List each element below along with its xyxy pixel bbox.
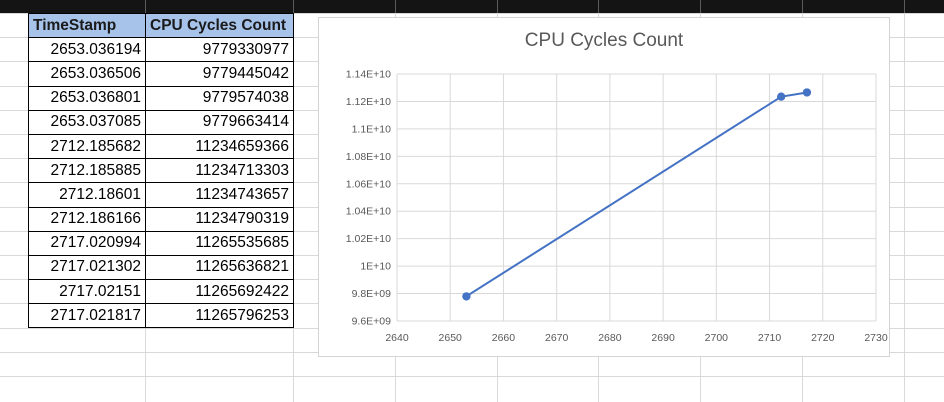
- table-row: 2653.036194 9779330977: [28, 37, 294, 63]
- timestamp-cell[interactable]: 2717.020994: [28, 230, 146, 256]
- plot-area: 9.6E+09 9.8E+09 1E+10 1.02E+10 1.04E+10 1.06E…: [346, 69, 888, 345]
- data-point: [777, 92, 786, 101]
- y-tick-label: 1.1E+10: [352, 123, 392, 135]
- sheet-gridline: [0, 376, 944, 377]
- column-separator: [700, 0, 701, 13]
- timestamp-cell[interactable]: 2717.021302: [28, 254, 146, 281]
- cpu-cycles-cell[interactable]: 11265535685: [145, 230, 294, 256]
- cpu-cycles-header[interactable]: CPU Cycles Count: [145, 12, 294, 39]
- column-separator: [293, 0, 294, 13]
- table-row: 2653.037085 9779663414: [28, 109, 294, 135]
- cpu-cycles-cell[interactable]: 11234743657: [145, 182, 294, 208]
- table-row: 2653.036506 9779445042: [28, 61, 294, 87]
- data-table: TimeStamp CPU Cycles Count 2653.036194 97…: [28, 12, 294, 329]
- y-tick-label: 1.14E+10: [346, 69, 391, 81]
- cpu-cycles-cell[interactable]: 11234659366: [145, 133, 294, 160]
- y-tick-label: 1.06E+10: [346, 178, 391, 190]
- column-separator: [598, 0, 599, 13]
- y-tick-label: 1.02E+10: [346, 233, 391, 245]
- x-tick-label: 2680: [598, 332, 622, 344]
- x-tick-label: 2700: [705, 332, 729, 344]
- timestamp-cell[interactable]: 2653.036506: [28, 61, 146, 87]
- timestamp-header[interactable]: TimeStamp: [28, 12, 146, 39]
- y-tick-label: 1.12E+10: [346, 96, 391, 108]
- chart-title: CPU Cycles Count: [524, 30, 684, 51]
- table-row: 2717.02151 11265692422: [28, 279, 294, 305]
- timestamp-cell[interactable]: 2712.186166: [28, 206, 146, 232]
- cpu-cycles-cell[interactable]: 11265692422: [145, 279, 294, 305]
- table-row: 2712.18601 11234743657: [28, 182, 294, 208]
- cpu-cycles-cell[interactable]: 9779445042: [145, 61, 294, 87]
- x-tick-label: 2650: [439, 332, 463, 344]
- x-tick-label: 2710: [758, 332, 782, 344]
- sheet-gridline: [0, 13, 944, 14]
- column-separator: [145, 0, 146, 13]
- y-tick-label: 9.6E+09: [352, 316, 392, 328]
- x-tick-label: 2640: [385, 332, 409, 344]
- cpu-cycles-cell[interactable]: 11234790319: [145, 206, 294, 232]
- x-tick-label: 2720: [811, 332, 835, 344]
- timestamp-cell[interactable]: 2712.185885: [28, 158, 146, 184]
- timestamp-cell[interactable]: 2653.036194: [28, 37, 146, 63]
- data-point: [802, 88, 811, 97]
- table-row: 2717.021302 11265636821: [28, 254, 294, 281]
- table-row: 2712.186166 11234790319: [28, 206, 294, 232]
- sheet-gridline: [293, 13, 294, 402]
- y-tick-label: 1.08E+10: [346, 151, 391, 163]
- table-row: 2717.021817 11265796253: [28, 303, 294, 329]
- x-tick-label: 2660: [492, 332, 516, 344]
- timestamp-cell[interactable]: 2712.18601: [28, 182, 146, 208]
- column-separator: [802, 0, 803, 13]
- table-row: 2717.020994 11265535685: [28, 230, 294, 256]
- x-tick-label: 2730: [864, 332, 888, 344]
- timestamp-cell[interactable]: 2712.185682: [28, 133, 146, 160]
- cpu-cycles-cell[interactable]: 11265636821: [145, 254, 294, 281]
- cpu-cycles-cell[interactable]: 9779574038: [145, 85, 294, 111]
- timestamp-cell[interactable]: 2653.037085: [28, 109, 146, 135]
- data-point: [462, 292, 471, 301]
- chart-area[interactable]: CPU Cycles Count 9.6E+09 9.8E+09 1E+10 1.02…: [318, 17, 890, 357]
- table-row: 2712.185885 11234713303: [28, 158, 294, 184]
- x-tick-label: 2670: [545, 332, 569, 344]
- y-tick-label: 1.04E+10: [346, 206, 391, 218]
- timestamp-cell[interactable]: 2717.02151: [28, 279, 146, 305]
- header-row: TimeStamp CPU Cycles Count: [28, 12, 294, 39]
- cpu-cycles-cell[interactable]: 11234713303: [145, 158, 294, 184]
- y-tick-label: 1E+10: [360, 261, 391, 273]
- column-separator: [395, 0, 396, 13]
- cpu-cycles-cell[interactable]: 11265796253: [145, 303, 294, 329]
- column-header-bar: [0, 0, 944, 13]
- column-separator: [904, 0, 905, 13]
- table-row: 2712.185682 11234659366: [28, 133, 294, 160]
- y-tick-label: 9.8E+09: [352, 288, 392, 300]
- timestamp-cell[interactable]: 2717.021817: [28, 303, 146, 329]
- table-row: 2653.036801 9779574038: [28, 85, 294, 111]
- column-separator: [497, 0, 498, 13]
- timestamp-cell[interactable]: 2653.036801: [28, 85, 146, 111]
- sheet-gridline: [904, 13, 905, 402]
- cpu-cycles-cell[interactable]: 9779663414: [145, 109, 294, 135]
- cpu-cycles-cell[interactable]: 9779330977: [145, 37, 294, 63]
- x-tick-label: 2690: [651, 332, 675, 344]
